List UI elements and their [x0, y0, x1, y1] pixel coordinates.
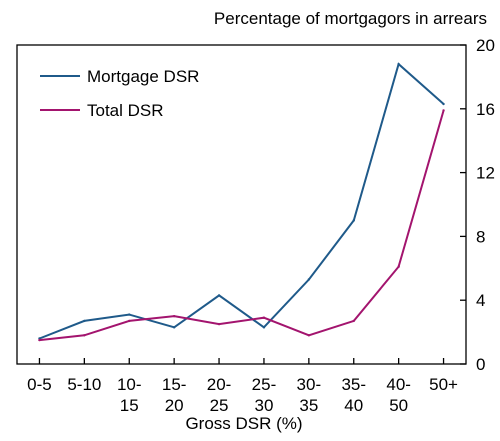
data-point-mortgage-dsr	[397, 62, 400, 66]
x-tick-label: 15	[120, 396, 139, 415]
x-tick-label: 10-	[117, 375, 142, 394]
x-tick-label: 35	[299, 396, 318, 415]
x-tick-label: 25	[210, 396, 229, 415]
data-point-mortgage-dsr	[172, 326, 176, 329]
data-point-total-dsr	[307, 334, 311, 337]
data-point-mortgage-dsr	[83, 319, 86, 323]
x-tick-label: 5-10	[67, 375, 101, 394]
x-tick-label: 30	[254, 396, 273, 415]
data-point-total-dsr	[172, 314, 176, 318]
x-tick-label: 40	[344, 396, 363, 415]
data-point-total-dsr	[442, 109, 445, 112]
x-tick-label: 50+	[429, 375, 458, 394]
x-axis-title: Gross DSR (%)	[185, 414, 302, 433]
data-point-mortgage-dsr	[128, 313, 131, 316]
x-tick-label: 30-	[297, 375, 322, 394]
data-point-total-dsr	[217, 322, 221, 326]
plot-frame	[16, 44, 467, 365]
x-tick-label: 0-5	[27, 375, 52, 394]
y-tick-label: 0	[476, 355, 485, 374]
legend-label: Mortgage DSR	[87, 67, 199, 86]
y-tick-label: 16	[476, 100, 495, 119]
x-tick-label: 15-	[162, 375, 187, 394]
x-tick-label: 20-	[207, 375, 232, 394]
data-point-mortgage-dsr	[352, 219, 355, 222]
data-point-total-dsr	[128, 319, 131, 323]
data-point-mortgage-dsr	[262, 326, 266, 329]
y-tick-label: 8	[476, 227, 485, 246]
y-axis-title: Percentage of mortgagors in arrears	[214, 9, 487, 28]
x-tick-label: 50	[389, 396, 408, 415]
data-point-total-dsr	[262, 316, 266, 319]
x-tick-label: 40-	[386, 375, 411, 394]
series-line-total-dsr	[39, 110, 445, 342]
data-point-total-dsr	[83, 334, 86, 337]
y-tick-label: 20	[476, 36, 495, 55]
x-tick-label: 25-	[252, 375, 277, 394]
data-point-mortgage-dsr	[307, 278, 311, 281]
legend-label: Total DSR	[87, 101, 164, 120]
y-tick-label: 12	[476, 164, 495, 183]
x-tick-label: 20	[165, 396, 184, 415]
x-tick-label: 35-	[341, 375, 366, 394]
y-tick-label: 4	[476, 291, 485, 310]
data-point-mortgage-dsr	[442, 102, 445, 106]
series-line-mortgage-dsr	[39, 62, 445, 340]
data-point-mortgage-dsr	[217, 294, 221, 297]
data-point-total-dsr	[38, 338, 41, 342]
data-point-total-dsr	[352, 319, 355, 323]
data-point-total-dsr	[397, 265, 400, 268]
